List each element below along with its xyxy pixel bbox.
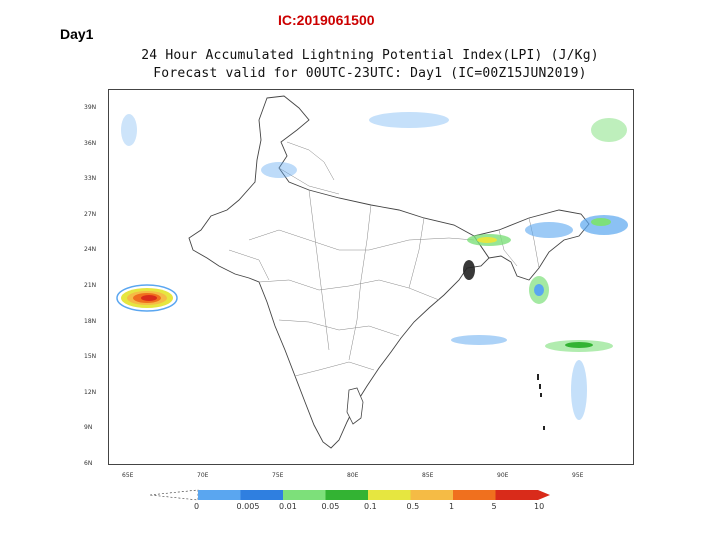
colorbar-segment [368,490,411,500]
india-outline [188,95,490,449]
latitude-tick-label: 9N [84,424,93,432]
latitude-tick-label: 39N [84,104,97,111]
colorbar-tick-label: 0.01 [279,502,297,511]
sri-lanka-outline [346,387,364,425]
colorbar-left-arrow [149,489,199,501]
colorbar-tick-label: 1 [449,502,455,511]
map-svg [116,95,628,449]
colorbar-segment [325,490,368,500]
colorbar-right-arrow [538,490,550,500]
colorbar-segment [283,490,326,500]
latitude-tick-label: 21N [84,282,97,289]
state-boundaries [228,141,540,377]
latitude-tick-label: 24N [84,246,97,254]
colorbar-segment [198,490,241,500]
colorbar-svg [149,489,550,501]
colorbar-tick-label: 0.05 [321,502,340,511]
colorbar-tick-label: 5 [491,502,497,511]
latitude-tick-label: 36N [84,139,97,147]
day-label: Day1 [60,26,94,42]
map-title-line-1: 24 Hour Accumulated Lightning Potential … [141,48,599,63]
longitude-tick-label: 85E [422,472,434,479]
colorbar-tick-label: 10 [534,502,545,511]
initial-condition-label: IC:2019061500 [278,12,375,28]
lpi-map [108,89,634,465]
longitude-tick-label: 75E [272,472,284,479]
colorbar-segment [240,490,283,500]
colorbar-tick-label: 0 [194,502,200,511]
longitude-tick-label: 95E [572,472,584,479]
latitude-tick-label: 18N [84,317,97,325]
longitude-tick-label: 80E [347,472,359,479]
colorbar [149,488,550,501]
longitude-tick-label: 65E [122,472,134,479]
longitude-tick-label: 70E [197,472,209,479]
colorbar-segment [410,490,453,500]
colorbar-segment [453,490,496,500]
latitude-tick-label: 33N [84,175,97,183]
latitude-tick-label: 6N [84,460,93,467]
latitude-tick-label: 12N [84,388,97,396]
latitude-tick-label: 27N [84,210,97,218]
colorbar-segment [495,490,538,500]
map-title-line-2: Forecast valid for 00UTC-23UTC: Day1 (IC… [153,66,587,81]
longitude-tick-label: 90E [497,472,509,479]
latitude-tick-label: 15N [84,353,97,361]
lpi-precipitation-patches [116,112,628,420]
colorbar-tick-label: 0.5 [406,502,420,511]
colorbar-tick-label: 0.005 [236,502,260,511]
andaman-islands [537,374,545,430]
colorbar-tick-label: 0.1 [364,502,377,511]
